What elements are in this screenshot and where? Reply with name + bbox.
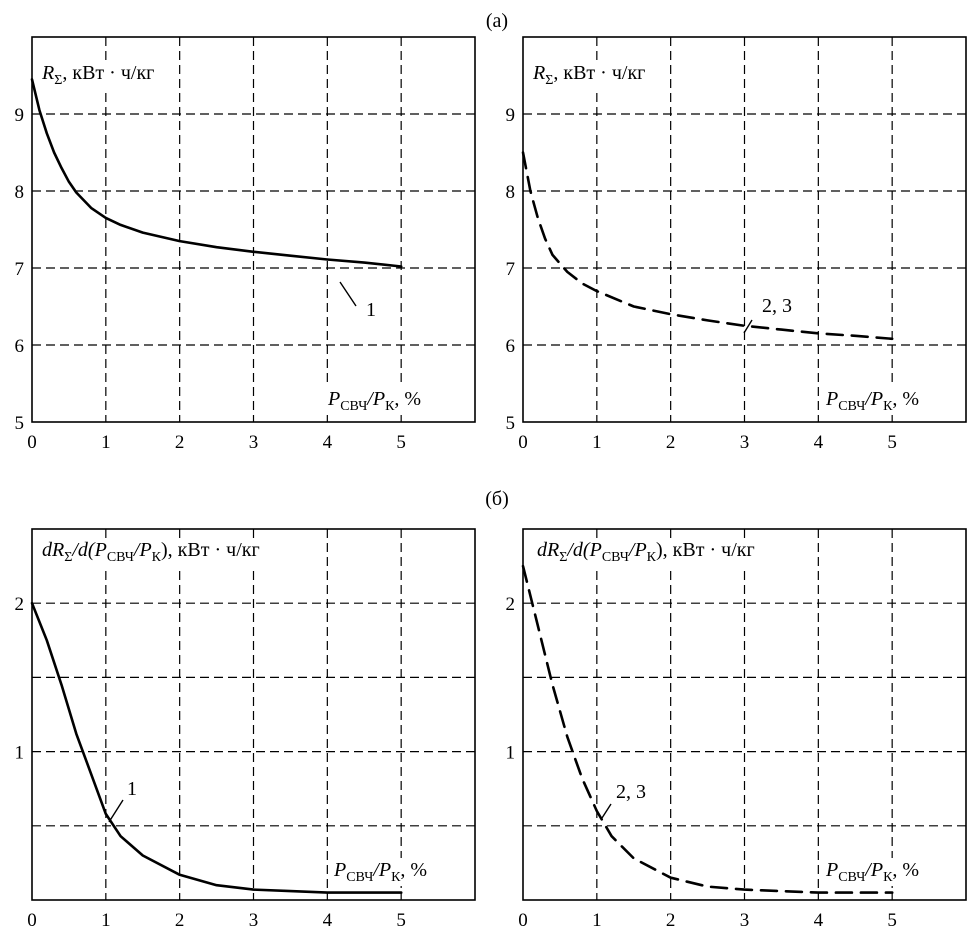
plot-frame bbox=[522, 528, 967, 901]
x-tick-label: 1 bbox=[592, 432, 602, 453]
panel-label-a: (а) bbox=[486, 10, 508, 32]
y-tick-label: 5 bbox=[15, 413, 25, 434]
annotation-leader bbox=[108, 799, 124, 823]
x-tick-label: 3 bbox=[740, 432, 750, 453]
y-axis-label: dRΣ/d(PСВЧ/PК), кВт · ч/кг bbox=[42, 539, 260, 565]
plot-frame bbox=[31, 528, 476, 901]
series-annotation: 1 bbox=[127, 778, 137, 800]
plot-frame bbox=[522, 36, 967, 423]
y-tick-label: 7 bbox=[15, 259, 25, 280]
x-tick-label: 3 bbox=[740, 910, 750, 931]
y-tick-label: 2 bbox=[506, 594, 516, 615]
x-axis-label: PСВЧ/PК, % bbox=[825, 859, 919, 885]
label-background bbox=[324, 387, 425, 415]
series-line-2-3 bbox=[521, 564, 894, 894]
x-tick-label: 0 bbox=[27, 432, 37, 453]
x-tick-label: 0 bbox=[518, 432, 528, 453]
label-background bbox=[330, 858, 431, 886]
x-tick-label: 1 bbox=[101, 432, 111, 453]
series-annotation: 2, 3 bbox=[616, 781, 646, 803]
annotation-leader bbox=[339, 281, 357, 307]
y-axis-label: dRΣ/d(PСВЧ/PК), кВт · ч/кг bbox=[537, 539, 755, 565]
x-tick-label: 3 bbox=[249, 432, 259, 453]
y-tick-label: 8 bbox=[506, 182, 516, 203]
x-tick-label: 4 bbox=[323, 910, 333, 931]
label-background bbox=[39, 538, 263, 566]
x-tick-label: 4 bbox=[814, 432, 824, 453]
x-tick-label: 0 bbox=[518, 910, 528, 931]
series-line-1 bbox=[30, 78, 403, 268]
plot-frame bbox=[31, 36, 476, 423]
x-tick-label: 3 bbox=[249, 910, 259, 931]
y-tick-label: 7 bbox=[506, 259, 516, 280]
y-axis-label: RΣ, кВт · ч/кг bbox=[532, 62, 645, 88]
label-background bbox=[38, 61, 158, 89]
x-tick-label: 5 bbox=[887, 432, 897, 453]
x-tick-label: 2 bbox=[666, 910, 676, 931]
chart-1: 0 1 2 3 4 5 5 6 7 8 9 RΣ, кВт · ч/кг PСВЧ/PК, % 1 bbox=[15, 36, 476, 453]
series-annotation: 2, 3 bbox=[762, 295, 792, 317]
annotation-leader bbox=[601, 803, 612, 819]
x-tick-label: 5 bbox=[396, 910, 406, 931]
x-axis-label: PСВЧ/PК, % bbox=[327, 388, 421, 414]
series-line-1 bbox=[30, 601, 403, 894]
y-tick-label: 2 bbox=[15, 594, 25, 615]
series-annotation: 1 bbox=[366, 299, 376, 321]
charts-layer: 0 1 2 3 4 5 5 6 7 8 9 RΣ, кВт · ч/кг PСВЧ/PК, % 1 0 1 2 3… bbox=[15, 36, 967, 931]
x-tick-label: 2 bbox=[666, 432, 676, 453]
x-tick-label: 1 bbox=[592, 910, 602, 931]
x-axis-label: PСВЧ/PК, % bbox=[333, 859, 427, 885]
y-tick-label: 1 bbox=[15, 743, 25, 764]
chart-2: 0 1 2 3 4 5 5 6 7 8 9 RΣ, кВт · ч/кг PСВЧ/PК, % 2, 3 bbox=[506, 36, 967, 453]
y-tick-label: 9 bbox=[506, 105, 516, 126]
label-background bbox=[534, 538, 758, 566]
label-background bbox=[822, 858, 923, 886]
chart-3: 0 1 2 3 4 5 1 2 dRΣ/d(PСВЧ/PК), кВт · ч/кг PСВЧ/P… bbox=[15, 528, 476, 931]
y-tick-label: 6 bbox=[15, 336, 25, 357]
x-tick-label: 4 bbox=[814, 910, 824, 931]
y-axis-label: RΣ, кВт · ч/кг bbox=[41, 62, 154, 88]
series-line-2-3 bbox=[521, 151, 894, 341]
y-tick-label: 6 bbox=[506, 336, 516, 357]
x-tick-label: 2 bbox=[175, 432, 185, 453]
annotation-leader bbox=[743, 319, 753, 334]
x-axis-label: PСВЧ/PК, % bbox=[825, 388, 919, 414]
x-tick-label: 0 bbox=[27, 910, 37, 931]
x-tick-label: 5 bbox=[396, 432, 406, 453]
y-tick-label: 5 bbox=[506, 413, 516, 434]
label-background bbox=[822, 387, 923, 415]
x-tick-label: 5 bbox=[887, 910, 897, 931]
chart-4: 0 1 2 3 4 5 1 2 dRΣ/d(PСВЧ/PК), кВт · ч/кг PСВЧ/P… bbox=[506, 528, 967, 931]
panel-label-b: (б) bbox=[485, 488, 509, 510]
y-tick-label: 8 bbox=[15, 182, 25, 203]
x-tick-label: 1 bbox=[101, 910, 111, 931]
y-tick-label: 1 bbox=[506, 743, 516, 764]
label-background bbox=[529, 61, 649, 89]
x-tick-label: 2 bbox=[175, 910, 185, 931]
x-tick-label: 4 bbox=[323, 432, 333, 453]
y-tick-label: 9 bbox=[15, 105, 25, 126]
